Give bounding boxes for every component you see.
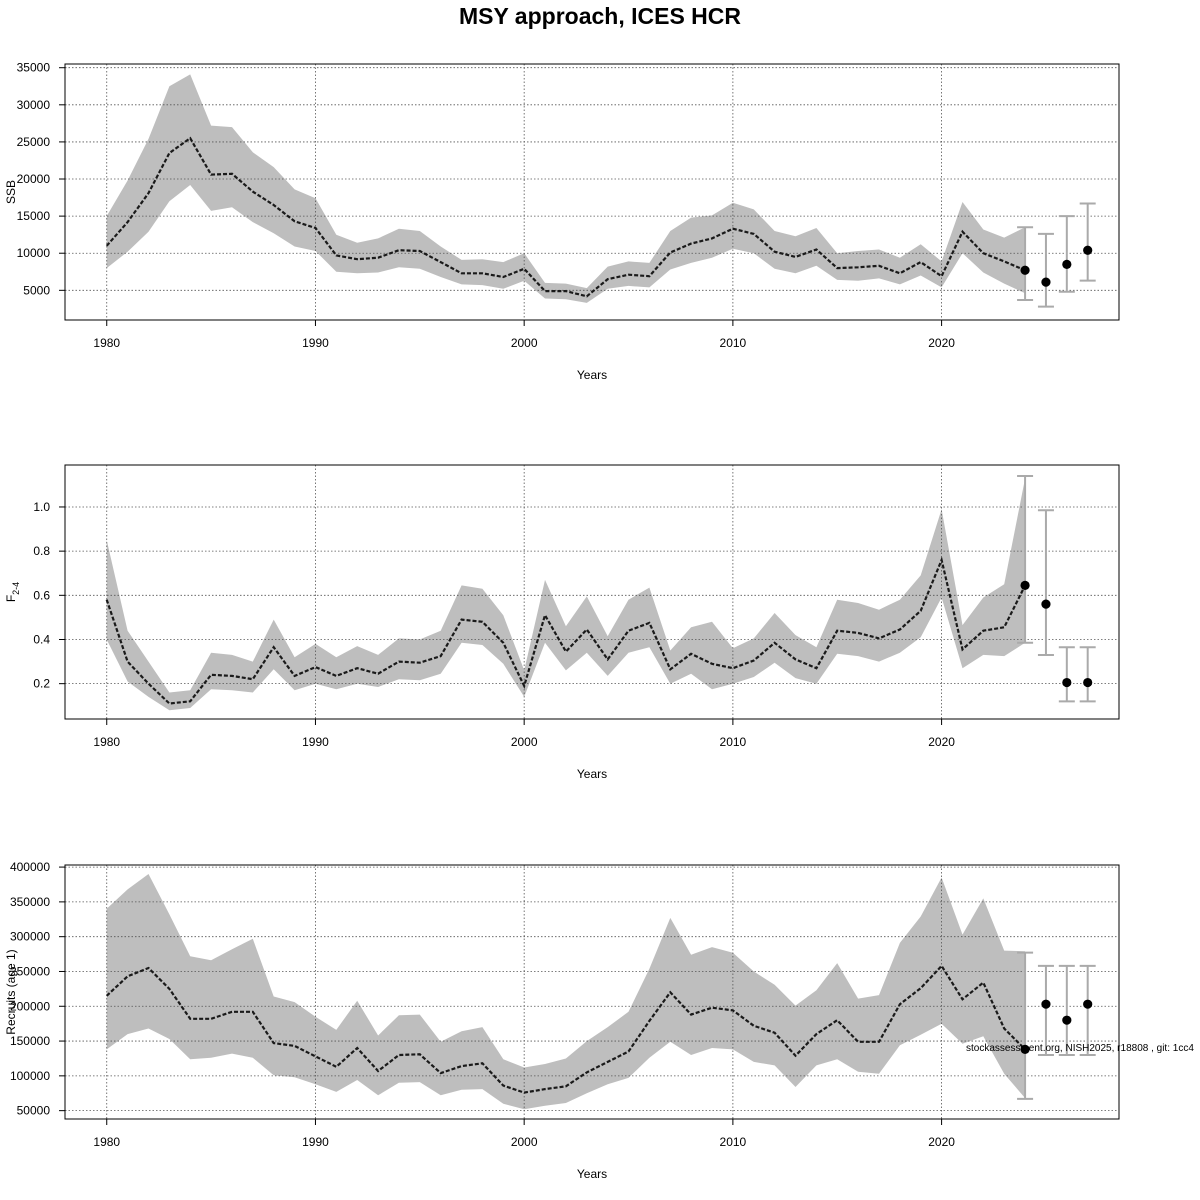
fbar-x-tick-label: 1980 (93, 735, 120, 749)
recruits-y-tick-label: 200000 (10, 999, 50, 1013)
recruits-forecast-point (1062, 1015, 1072, 1025)
fbar-x-tick-label: 1990 (302, 735, 329, 749)
ssb-y-tick-label: 30000 (17, 98, 51, 112)
recruits-y-tick-label: 300000 (10, 930, 50, 944)
credit-text: stockassessment.org, NISH2025, r18808 , … (966, 1043, 1194, 1054)
ssb-y-axis-label-main: SSB (4, 180, 18, 204)
recruits-y-axis-label-main: Recruits (age 1) (4, 949, 18, 1034)
recruits-panel: 1980 1990 2000 2010 2020 50000 100000 150000 200… (4, 860, 1120, 1181)
recruits-x-tick-label: 1990 (302, 1135, 329, 1149)
ssb-x-tick-label: 1990 (302, 336, 329, 350)
fbar-y-tick-label: 0.8 (33, 544, 50, 558)
recruits-y-axis-label: Recruits (age 1) (4, 949, 18, 1034)
recruits-x-tick-label: 2010 (720, 1135, 747, 1149)
fbar-x-axis-label: Years (577, 767, 607, 781)
fbar-panel: 1980 1990 2000 2010 2020 0.2 0.4 0.6 0.8 1.0 Years… (4, 464, 1120, 781)
fbar-y-axis-label-main: F (4, 595, 18, 602)
fbar-y-tick-label: 0.2 (33, 677, 50, 691)
fbar-y-tick-label: 0.4 (33, 632, 50, 646)
ssb-forecast-point (1020, 265, 1030, 275)
fbar-confidence-band (106, 478, 1026, 711)
fbar-x-tick-label: 2010 (720, 735, 747, 749)
ssb-x-axis-label: Years (577, 368, 607, 382)
ssb-y-tick-label: 10000 (17, 246, 51, 260)
fbar-forecast-point (1020, 580, 1030, 590)
fbar-y-tick-label: 1.0 (33, 500, 50, 514)
recruits-x-tick-label: 2020 (928, 1135, 955, 1149)
fbar-y-axis-label: F2-4 (4, 582, 21, 602)
ssb-panel: 1980 1990 2000 2010 2020 5000 10000 15000 20000 2… (4, 61, 1120, 382)
recruits-x-tick-label: 2000 (511, 1135, 538, 1149)
fbar-forecast-point (1083, 677, 1093, 688)
fbar-forecast-point (1041, 599, 1051, 609)
ssb-confidence-band (106, 74, 1026, 303)
fbar-x-tick-label: 2020 (928, 735, 955, 749)
recruits-y-tick-label: 350000 (10, 895, 50, 909)
ssb-y-axis-label: SSB (4, 180, 18, 204)
ssb-forecast-point (1041, 277, 1051, 287)
recruits-confidence-band (106, 874, 1026, 1110)
recruits-forecast-point (1020, 1044, 1030, 1055)
recruits-y-tick-label: 100000 (10, 1069, 50, 1083)
chart-title: MSY approach, ICES HCR (459, 3, 741, 29)
recruits-forecast-point (1041, 999, 1051, 1009)
ssb-forecast-point (1062, 259, 1072, 269)
ssb-y-tick-label: 25000 (17, 135, 51, 149)
ssb-x-tick-label: 2010 (720, 336, 747, 350)
ssb-x-tick-label: 2000 (511, 336, 538, 350)
ssb-plot-frame (64, 63, 1120, 321)
recruits-y-tick-label: 50000 (17, 1104, 51, 1118)
recruits-estimate-line (105, 964, 1026, 1094)
fbar-plot-frame (64, 464, 1120, 720)
fbar-y-axis-label-subscript: 2-4 (11, 582, 21, 595)
ssb-y-tick-label: 5000 (23, 283, 50, 297)
recruits-y-tick-label: 250000 (10, 964, 50, 978)
recruits-x-tick-label: 1980 (93, 1135, 120, 1149)
ssb-y-tick-label: 15000 (17, 209, 51, 223)
fbar-x-tick-label: 2000 (511, 735, 538, 749)
recruits-y-tick-label: 400000 (10, 860, 50, 874)
fbar-y-tick-label: 0.6 (33, 588, 50, 602)
ssb-forecast-point (1083, 245, 1093, 255)
fbar-estimate-line (105, 556, 1027, 705)
fbar-forecast-point (1062, 677, 1072, 688)
recruits-forecast-point (1083, 999, 1093, 1009)
recruits-y-tick-label: 150000 (10, 1034, 50, 1048)
recruits-x-axis-label: Years (577, 1167, 607, 1181)
ssb-x-tick-label: 1980 (93, 336, 120, 350)
ssb-estimate-line (105, 136, 1026, 298)
ssb-y-tick-label: 20000 (17, 172, 51, 186)
ssb-y-tick-label: 35000 (17, 61, 51, 75)
recruits-plot-frame (64, 864, 1120, 1120)
ssb-x-tick-label: 2020 (928, 336, 955, 350)
